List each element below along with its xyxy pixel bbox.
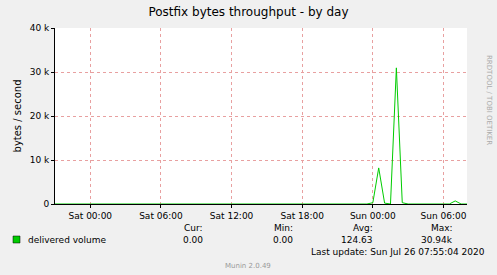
svg-text:Avg:: Avg:: [353, 223, 373, 233]
svg-text:0.00: 0.00: [183, 235, 203, 245]
svg-text:124.63: 124.63: [341, 235, 373, 245]
svg-text:20 k: 20 k: [30, 111, 50, 121]
svg-text:Min:: Min:: [274, 223, 293, 233]
svg-text:Sat 06:00: Sat 06:00: [139, 211, 183, 221]
svg-text:10 k: 10 k: [30, 155, 50, 165]
svg-text:Postfix bytes throughput - by: Postfix bytes throughput - by day: [148, 5, 348, 19]
svg-text:40 k: 40 k: [30, 23, 50, 33]
svg-text:Munin 2.0.49: Munin 2.0.49: [225, 262, 271, 270]
svg-text:delivered volume: delivered volume: [28, 235, 107, 245]
svg-text:Sat 00:00: Sat 00:00: [69, 211, 113, 221]
svg-text:0.00: 0.00: [273, 235, 293, 245]
svg-text:Max:: Max:: [431, 223, 453, 233]
svg-text:RRDTOOL / TOBI OETIKER: RRDTOOL / TOBI OETIKER: [485, 55, 493, 145]
svg-text:0: 0: [43, 199, 49, 209]
svg-text:Last update: Sun Jul 26 07:55:: Last update: Sun Jul 26 07:55:04 2020: [311, 247, 485, 257]
svg-text:Sat 18:00: Sat 18:00: [280, 211, 324, 221]
svg-text:Cur:: Cur:: [184, 223, 203, 233]
svg-text:Sun 06:00: Sun 06:00: [420, 211, 466, 221]
svg-text:30.94k: 30.94k: [421, 235, 453, 245]
svg-text:30 k: 30 k: [30, 67, 50, 77]
svg-text:bytes / second: bytes / second: [12, 80, 23, 153]
svg-text:Sun 00:00: Sun 00:00: [350, 211, 396, 221]
svg-text:Sat 12:00: Sat 12:00: [210, 211, 254, 221]
